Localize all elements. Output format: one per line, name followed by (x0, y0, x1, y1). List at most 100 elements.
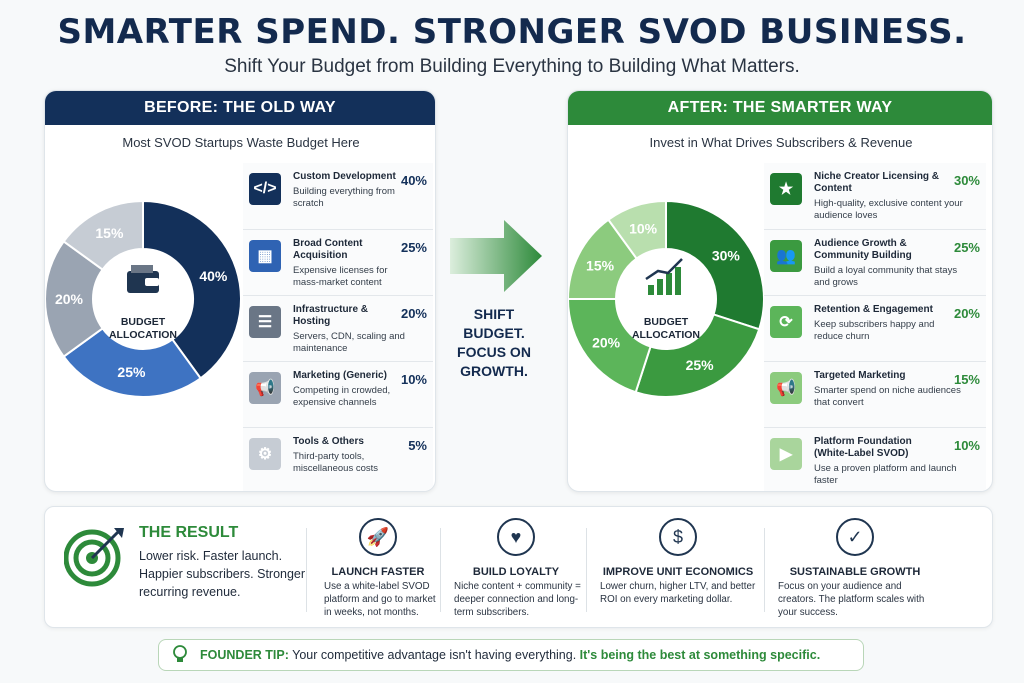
before-item-percent: 40% (400, 173, 427, 188)
result-column-title: IMPROVE UNIT ECONOMICS (602, 566, 754, 578)
after-item-percent: 25% (953, 240, 980, 255)
after-item-percent: 20% (953, 306, 980, 321)
before-subtitle: Most SVOD Startups Waste Budget Here (122, 135, 360, 150)
shield-check-icon: ✓ (836, 518, 874, 556)
result-column-title: LAUNCH FASTER (331, 566, 425, 578)
creator-icon: ★ (770, 173, 802, 205)
before-item-title: Broad Content Acquisition (293, 238, 363, 261)
donut-slice-label: 30% (712, 248, 741, 264)
monitor-icon: ▶ (770, 438, 802, 470)
server-icon: ☰ (249, 306, 281, 338)
donut-slice-label: 25% (117, 364, 146, 380)
donut-slice-label: 40% (199, 268, 228, 284)
founder-tip-body: Your competitive advantage isn't having … (288, 648, 580, 662)
before-item-desc: Competing in crowded, expensive channels (293, 385, 391, 408)
page-subtitle: Shift Your Budget from Building Everythi… (224, 56, 800, 77)
founder-tip-text: FOUNDER TIP: Your competitive advantage … (200, 648, 820, 662)
after-item-title: Audience Growth & Community Building (814, 238, 912, 261)
megaphone-icon: 📢 (249, 372, 281, 404)
after-item: ⟳ Retention & Engagement Keep subscribers … (764, 295, 986, 361)
result-divider (440, 528, 441, 612)
after-item-percent: 30% (953, 173, 980, 188)
before-header: BEFORE: THE OLD WAY (45, 91, 435, 125)
shift-arrow-icon (450, 220, 542, 292)
before-item-desc: Servers, CDN, scaling and maintenance (293, 331, 405, 354)
result-column-desc: Lower churn, higher LTV, and better ROI … (600, 581, 756, 605)
donut-slice-label: 20% (55, 291, 84, 307)
before-item-percent: 5% (408, 438, 427, 453)
before-item-title: Tools & Others (293, 436, 364, 447)
gear-icon: ⚙ (249, 438, 281, 470)
megaphone-icon: 📢 (770, 372, 802, 404)
wallet-icon (127, 265, 159, 293)
before-item: ☰ Infrastructure & Hosting Servers, CDN, s… (243, 295, 433, 361)
result-column-desc: Niche content + community = deeper conne… (454, 581, 581, 618)
after-item-desc: Smarter spend on niche audiences that co… (814, 385, 961, 408)
result-column: 🚀 LAUNCH FASTER Use a white-label SVOD pla… (316, 518, 440, 622)
after-item: 👥 Audience Growth & Community Building Bui… (764, 229, 986, 295)
refresh-icon: ⟳ (770, 306, 802, 338)
result-column-desc: Focus on your audience and creators. The… (778, 581, 925, 618)
before-item: 📢 Marketing (Generic) Competing in crowded… (243, 361, 433, 427)
donut-center-label: BUDGET (121, 316, 166, 328)
people-heart-icon: ♥ (497, 518, 535, 556)
after-item: 📢 Targeted Marketing Smarter spend on nich… (764, 361, 986, 427)
after-panel: AFTER: THE SMARTER WAY Invest in What Dr… (567, 90, 993, 492)
shift-budget-text: SHIFT BUDGET. FOCUS ON GROWTH. (457, 306, 531, 379)
community-icon: 👥 (770, 240, 802, 272)
before-item-percent: 10% (400, 372, 427, 387)
after-item-percent: 10% (953, 438, 980, 453)
before-item-title: Infrastructure & Hosting (293, 304, 369, 327)
lightbulb-icon (173, 645, 187, 662)
before-item-desc: Expensive licenses for mass-market conte… (293, 265, 388, 288)
result-title: THE RESULT (139, 524, 239, 541)
after-item-list: ★ Niche Creator Licensing & Content High-q… (764, 163, 986, 491)
founder-tip-emphasis: It's being the best at something specifi… (579, 648, 821, 662)
before-item: ▦ Broad Content Acquisition Expensive lice… (243, 229, 433, 295)
before-item-desc: Building everything from scratch (293, 186, 395, 209)
before-item-title: Custom Development (293, 171, 396, 182)
after-item-desc: Build a loyal community that stays and g… (814, 265, 958, 288)
before-panel: BEFORE: THE OLD WAY Most SVOD Startups W… (44, 90, 436, 492)
after-item-title: Retention & Engagement (814, 304, 933, 315)
result-column: ♥ BUILD LOYALTY Niche content + community … (446, 518, 586, 622)
before-item-percent: 20% (400, 306, 427, 321)
result-divider (764, 528, 765, 612)
after-item-title: Targeted Marketing (814, 370, 906, 381)
result-divider (586, 528, 587, 612)
rocket-icon: 🚀 (359, 518, 397, 556)
result-column-title: BUILD LOYALTY (472, 566, 560, 578)
result-column-title: SUSTAINABLE GROWTH (789, 566, 921, 578)
film-icon: ▦ (249, 240, 281, 272)
dollar-icon: $ (659, 518, 697, 556)
donut-center (616, 249, 716, 349)
before-item-percent: 25% (400, 240, 427, 255)
after-item-desc: Keep subscribers happy and reduce churn (814, 319, 935, 342)
target-icon (64, 528, 124, 587)
code-icon: </> (249, 173, 281, 205)
result-column: $ IMPROVE UNIT ECONOMICS Lower churn, high… (592, 518, 764, 622)
after-item-percent: 15% (953, 372, 980, 387)
after-item-title: Niche Creator Licensing & Content (814, 171, 940, 194)
after-subtitle: Invest in What Drives Subscribers & Reve… (649, 135, 913, 150)
donut-slice-label: 25% (686, 357, 715, 373)
donut-slice-label: 10% (629, 221, 658, 237)
donut-center (93, 249, 193, 349)
result-divider (306, 528, 307, 612)
donut-slice-label: 15% (586, 257, 615, 273)
before-item-desc: Third-party tools, miscellaneous costs (293, 451, 379, 474)
donut-center-label: ALLOCATION (109, 329, 177, 341)
before-item-title: Marketing (Generic) (293, 370, 387, 381)
before-item-list: </> Custom Development Building everything… (243, 163, 433, 491)
after-item-desc: High-quality, exclusive content your aud… (814, 198, 963, 221)
donut-slice-label: 15% (95, 225, 124, 241)
founder-tip-box (158, 639, 864, 671)
donut-center-label: BUDGET (644, 316, 689, 328)
donut-center-label: ALLOCATION (632, 329, 700, 341)
result-text: Lower risk. Faster launch. Happier subsc… (139, 549, 306, 599)
after-item-title: Platform Foundation (White-Label SVOD) (814, 436, 912, 459)
result-column-desc: Use a white-label SVOD platform and go t… (324, 581, 436, 618)
before-item: </> Custom Development Building everything… (243, 163, 433, 229)
